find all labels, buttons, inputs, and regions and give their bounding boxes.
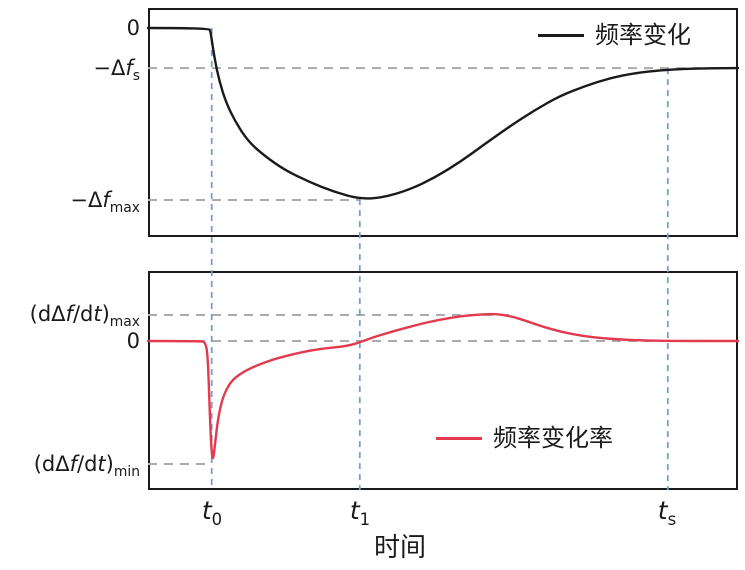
zero-label: 0 — [126, 16, 140, 40]
legend-line-red — [436, 436, 482, 440]
x-tick-t0: t0 — [201, 496, 223, 529]
top-ylabel-delta-f-s: −Δfs — [93, 56, 140, 85]
bottom-plot-frame — [148, 271, 738, 490]
x-axis-title: 时间 — [373, 533, 426, 563]
zero-label: 0 — [126, 329, 140, 353]
bottom-ylabel-rocof-min: (dΔf/dt)min — [33, 452, 140, 481]
x-tick-t1: t1 — [349, 496, 371, 529]
legend-frequency-change: 频率变化 — [538, 20, 691, 50]
bottom-ylabel-rocof-max: (dΔf/dt)max — [29, 302, 140, 331]
legend-label-frequency-rate: 频率变化率 — [493, 424, 613, 452]
legend-frequency-rate: 频率变化率 — [436, 423, 613, 453]
legend-line-black — [538, 33, 584, 37]
bottom-ylabel-zero: 0 — [0, 328, 140, 354]
top-ylabel-delta-f-max: −Δfmax — [70, 188, 140, 217]
x-tick-ts: ts — [657, 496, 677, 529]
legend-label-frequency-change: 频率变化 — [595, 21, 691, 49]
top-ylabel-zero: 0 — [0, 15, 140, 41]
